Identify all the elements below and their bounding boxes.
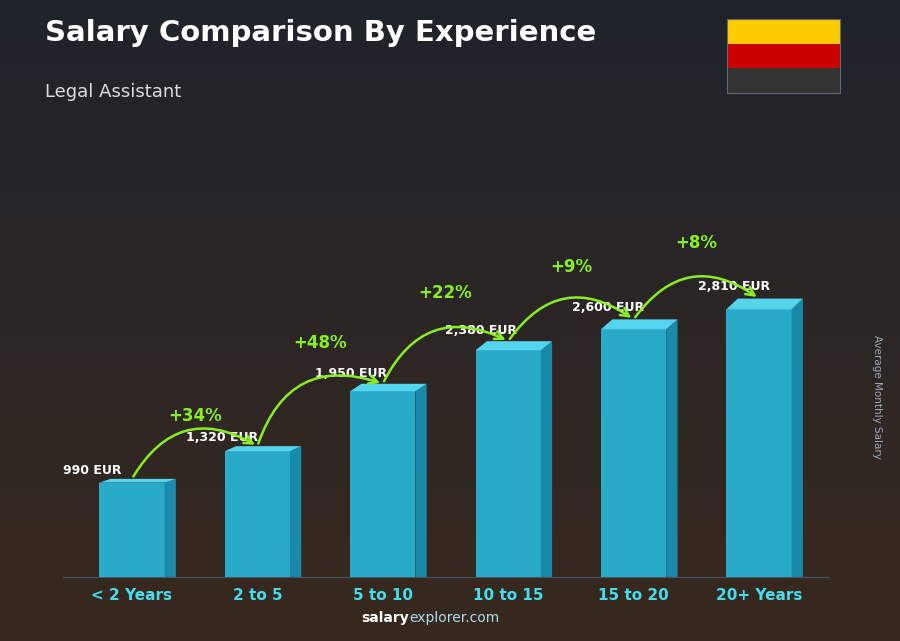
Polygon shape — [475, 341, 552, 350]
Polygon shape — [350, 391, 416, 577]
Text: 2,600 EUR: 2,600 EUR — [572, 301, 644, 315]
Text: +48%: +48% — [293, 334, 346, 352]
Polygon shape — [225, 451, 290, 577]
Text: Salary Comparison By Experience: Salary Comparison By Experience — [45, 19, 596, 47]
FancyBboxPatch shape — [727, 19, 840, 44]
Text: 990 EUR: 990 EUR — [63, 464, 122, 477]
Text: +8%: +8% — [675, 234, 717, 252]
Polygon shape — [601, 329, 666, 577]
Polygon shape — [99, 483, 165, 577]
FancyBboxPatch shape — [727, 44, 840, 69]
Text: explorer.com: explorer.com — [410, 611, 500, 625]
Polygon shape — [165, 479, 176, 577]
Text: Legal Assistant: Legal Assistant — [45, 83, 181, 101]
Text: +9%: +9% — [550, 258, 592, 276]
Text: 2,380 EUR: 2,380 EUR — [445, 324, 517, 337]
Polygon shape — [666, 319, 678, 577]
Text: salary: salary — [362, 611, 410, 625]
Polygon shape — [475, 350, 541, 577]
Polygon shape — [726, 310, 792, 577]
Polygon shape — [601, 319, 678, 329]
Text: 1,320 EUR: 1,320 EUR — [186, 431, 258, 444]
FancyBboxPatch shape — [727, 69, 840, 93]
Polygon shape — [350, 384, 427, 391]
Polygon shape — [792, 299, 803, 577]
Polygon shape — [290, 446, 302, 577]
Polygon shape — [541, 341, 552, 577]
Polygon shape — [416, 384, 427, 577]
Polygon shape — [225, 446, 302, 451]
Text: Average Monthly Salary: Average Monthly Salary — [872, 335, 883, 460]
Text: +22%: +22% — [418, 284, 472, 302]
Text: 1,950 EUR: 1,950 EUR — [315, 367, 388, 380]
Text: 2,810 EUR: 2,810 EUR — [698, 280, 770, 293]
Text: +34%: +34% — [167, 407, 221, 425]
Polygon shape — [99, 479, 176, 483]
Polygon shape — [726, 299, 803, 310]
